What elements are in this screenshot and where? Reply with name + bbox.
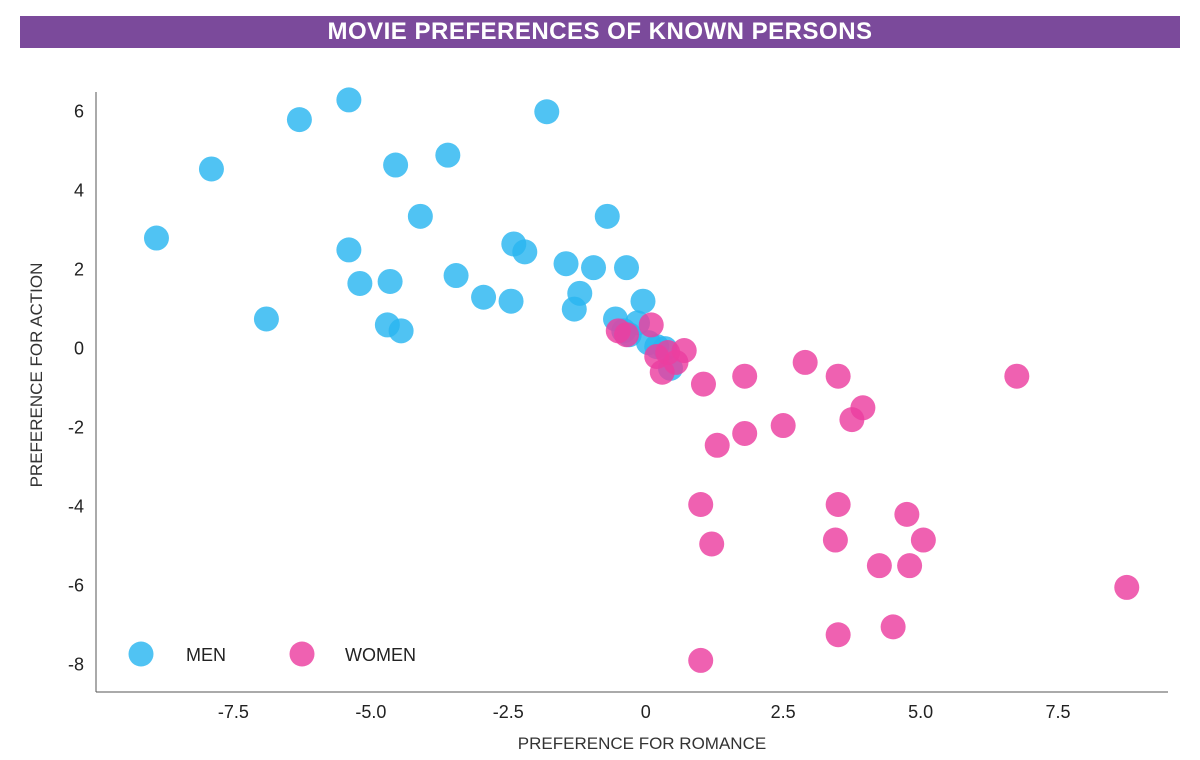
- data-point-women: [792, 349, 818, 375]
- data-point-women: [825, 492, 851, 517]
- x-tick-label: 2.5: [771, 702, 796, 722]
- data-point-men: [614, 255, 640, 281]
- data-point-women: [688, 492, 714, 517]
- legend-label-women: WOMEN: [345, 645, 416, 665]
- x-tick-label: 5.0: [908, 702, 933, 722]
- y-tick-label: 0: [74, 339, 84, 359]
- data-point-men: [512, 239, 538, 265]
- data-point-women: [732, 420, 758, 446]
- data-point-women: [910, 527, 936, 553]
- data-point-women: [1004, 363, 1030, 389]
- data-point-men: [498, 288, 524, 314]
- y-axis-label: PREFERENCE FOR ACTION: [27, 263, 46, 488]
- data-point-women: [825, 363, 851, 389]
- y-tick-label: -2: [68, 418, 84, 438]
- data-point-women: [699, 531, 725, 557]
- x-tick-label: -5.0: [355, 702, 386, 722]
- data-point-women: [732, 363, 758, 389]
- data-point-women: [850, 395, 876, 421]
- data-point-women: [770, 413, 796, 439]
- data-point-men: [581, 255, 607, 281]
- data-points: [143, 87, 1140, 673]
- data-point-men: [198, 156, 224, 182]
- legend: MEN WOMEN: [128, 641, 416, 667]
- data-point-women: [688, 647, 714, 673]
- data-point-men: [383, 152, 409, 178]
- data-point-men: [143, 225, 169, 251]
- y-tick-label: -8: [68, 654, 84, 674]
- data-point-men: [336, 237, 362, 263]
- data-point-women: [866, 553, 892, 579]
- data-point-women: [825, 622, 851, 648]
- data-point-men: [630, 288, 656, 314]
- axes: -7.5 -5.0 -2.5 0 2.5 5.0 7.5 6 4 2 0 -2 -4 -6 -8: [68, 92, 1168, 722]
- data-point-men: [553, 251, 579, 277]
- data-point-men: [471, 284, 497, 310]
- y-tick-label: -6: [68, 575, 84, 595]
- data-point-men: [567, 280, 593, 306]
- data-point-women: [897, 553, 923, 579]
- x-tick-label: 7.5: [1046, 702, 1071, 722]
- legend-label-men: MEN: [186, 645, 226, 665]
- data-point-women: [1114, 574, 1140, 600]
- data-point-men: [443, 263, 469, 289]
- data-point-women: [704, 432, 730, 458]
- legend-marker-men: [128, 641, 154, 667]
- x-tick-label: -7.5: [218, 702, 249, 722]
- x-axis-label: PREFERENCE FOR ROMANCE: [518, 734, 766, 753]
- y-tick-label: 4: [74, 181, 84, 201]
- chart-title: MOVIE PREFERENCES OF KNOWN PERSONS: [20, 16, 1180, 48]
- x-tick-label: -2.5: [493, 702, 524, 722]
- series-men: [143, 87, 683, 381]
- data-point-women: [690, 371, 716, 397]
- data-point-men: [435, 142, 461, 168]
- y-tick-label: -4: [68, 496, 84, 516]
- data-point-women: [894, 501, 920, 527]
- y-tick-label: 6: [74, 102, 84, 122]
- data-point-women: [638, 312, 664, 338]
- data-point-women: [822, 527, 848, 553]
- data-point-women: [671, 338, 697, 364]
- data-point-men: [253, 306, 279, 332]
- x-tick-label: 0: [641, 702, 651, 722]
- data-point-men: [336, 87, 362, 113]
- data-point-men: [388, 318, 414, 344]
- data-point-men: [594, 203, 620, 229]
- legend-marker-women: [289, 641, 315, 667]
- data-point-women: [614, 322, 640, 348]
- data-point-men: [286, 107, 312, 133]
- series-women: [605, 312, 1140, 673]
- data-point-men: [377, 268, 403, 294]
- data-point-men: [534, 99, 560, 125]
- data-point-men: [347, 270, 373, 296]
- data-point-women: [880, 614, 906, 640]
- data-point-men: [407, 203, 433, 229]
- y-tick-label: 2: [74, 260, 84, 280]
